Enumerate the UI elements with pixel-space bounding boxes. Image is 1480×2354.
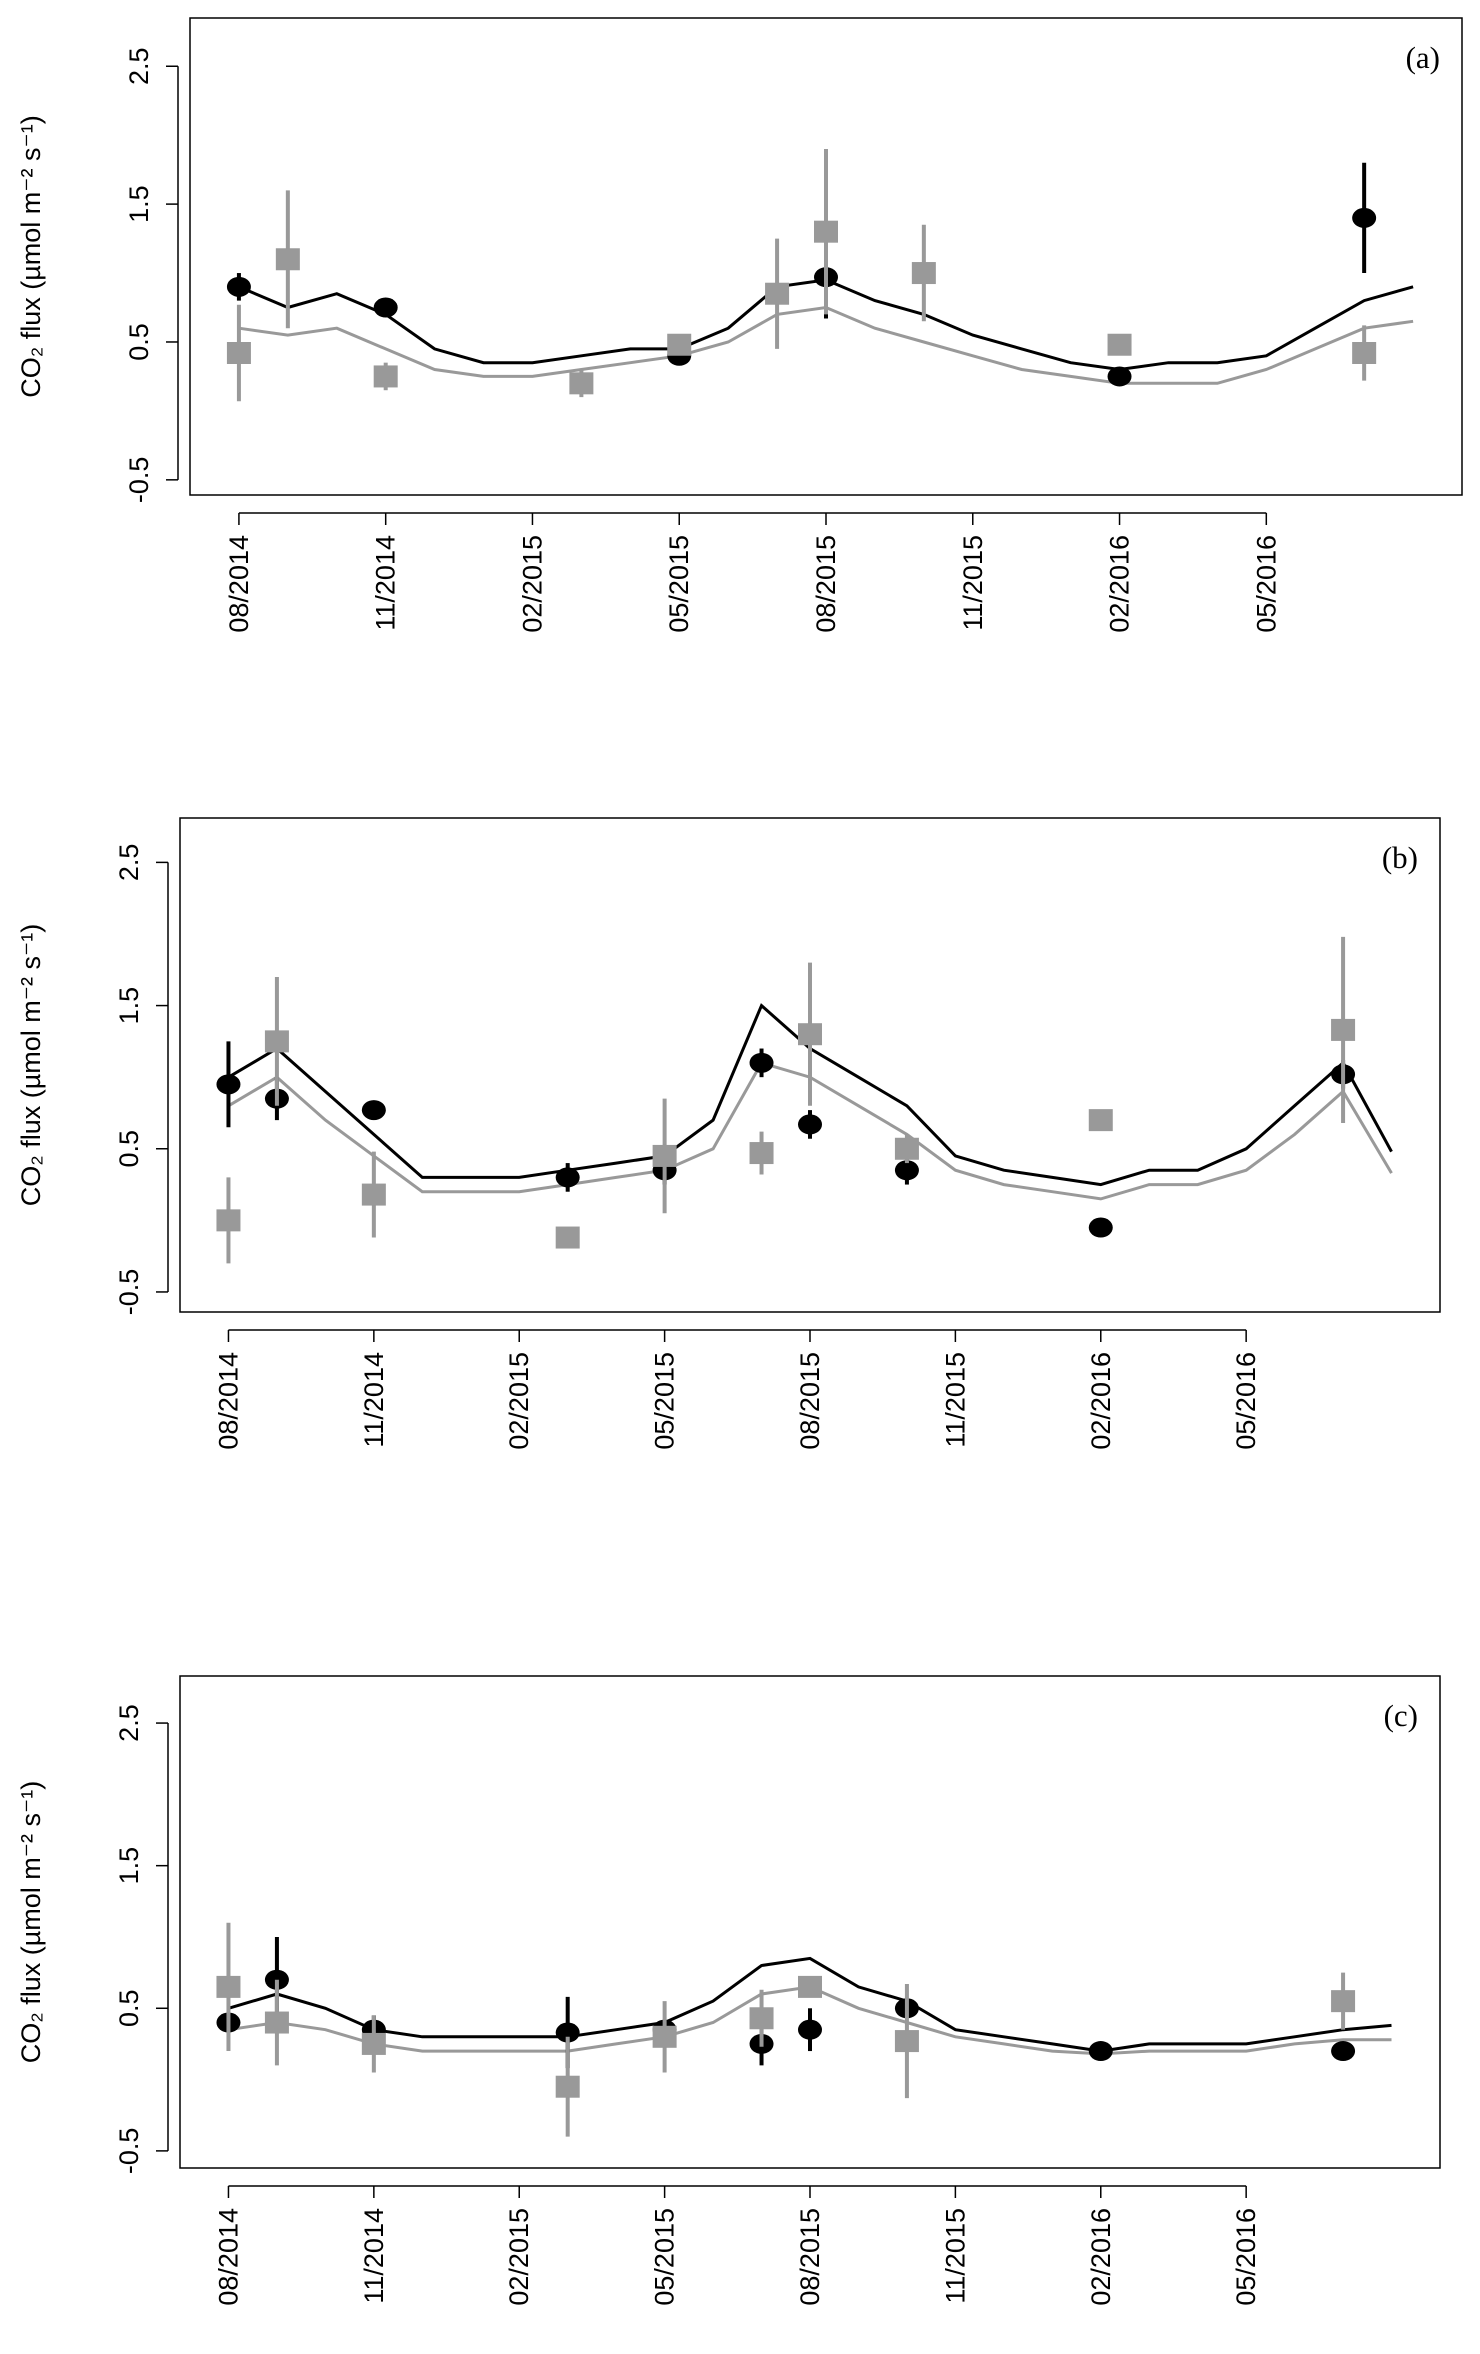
measurement-square [911, 262, 936, 285]
measurement-circle [1107, 366, 1132, 387]
x-tick-label: 08/2015 [811, 535, 841, 633]
measurement-circle [1088, 1217, 1113, 1238]
measurement-square [749, 1142, 774, 1165]
measurement-square [1107, 333, 1132, 356]
measurement-square [667, 333, 692, 356]
measurement-circle [1352, 207, 1377, 228]
measurement-circle [894, 1160, 919, 1181]
x-tick-label: 08/2014 [213, 1352, 243, 1450]
measurement-square [361, 2032, 386, 2055]
measurement-square [1331, 1018, 1356, 1041]
measurement-circle [555, 1167, 580, 1188]
plot-frame [189, 17, 1463, 496]
measurement-square [798, 1975, 822, 1998]
y-tick-label: -0.5 [114, 1269, 144, 1316]
panel-label: (b) [1382, 840, 1418, 875]
x-tick-label: 08/2015 [795, 1352, 825, 1450]
y-tick-label: 2.5 [114, 844, 144, 882]
measurement-square [765, 282, 790, 305]
measurement-circle [749, 1052, 774, 1073]
y-tick-label: 0.5 [114, 1130, 144, 1168]
x-tick-label: 08/2014 [224, 535, 254, 633]
measurement-circle [216, 1074, 241, 1095]
measurement-square [894, 1137, 919, 1160]
panel-label: (c) [1384, 1698, 1418, 1733]
measurement-square [814, 220, 838, 243]
measurement-circle [361, 1100, 386, 1121]
measurement-circle [373, 297, 398, 318]
y-tick-label: -0.5 [114, 2128, 144, 2175]
measurement-square [1331, 1990, 1356, 2013]
measurement-square [555, 2075, 580, 2098]
measurement-square [652, 2025, 677, 2048]
x-tick-label: 05/2016 [1231, 2208, 1261, 2306]
flux-line [238, 305, 1414, 385]
x-tick-label: 05/2016 [1231, 1352, 1261, 1450]
measurement-square [275, 248, 300, 271]
x-tick-label: 11/2014 [371, 535, 401, 631]
measurement-square [555, 1226, 580, 1249]
x-tick-label: 11/2014 [359, 2208, 389, 2304]
x-tick-label: 11/2015 [940, 1352, 970, 1448]
y-tick-label: 0.5 [124, 323, 154, 361]
measurement-square [569, 372, 594, 395]
measurement-square [1088, 1109, 1113, 1132]
plot-frame [179, 817, 1441, 1313]
y-tick-label: 1.5 [124, 185, 154, 223]
x-tick-label: 05/2016 [1251, 535, 1281, 633]
measurement-square [373, 365, 398, 388]
measurement-circle [555, 2022, 580, 2043]
measurement-circle [226, 276, 251, 297]
y-axis-title: CO₂ flux (µmol m⁻² s⁻¹) [16, 924, 46, 1207]
measurement-circle [1331, 2041, 1356, 2062]
panel-label: (a) [1406, 40, 1440, 75]
measurement-square [798, 1023, 822, 1046]
x-tick-label: 11/2014 [359, 1352, 389, 1448]
x-tick-label: 11/2015 [958, 535, 988, 631]
measurement-square [264, 2011, 289, 2034]
y-axis-title: CO₂ flux (µmol m⁻² s⁻¹) [16, 1781, 46, 2064]
y-tick-label: 2.5 [114, 1704, 144, 1742]
x-tick-label: 02/2016 [1086, 1352, 1116, 1450]
measurement-square [264, 1030, 289, 1053]
y-tick-label: -0.5 [124, 457, 154, 504]
x-tick-label: 11/2015 [940, 2208, 970, 2304]
measurement-square [216, 1209, 241, 1232]
measurement-square [894, 2030, 919, 2053]
x-tick-label: 02/2015 [504, 2208, 534, 2306]
x-tick-label: 02/2015 [504, 1352, 534, 1450]
measurement-circle [798, 1114, 822, 1135]
y-tick-label: 0.5 [114, 1990, 144, 2028]
y-tick-label: 1.5 [114, 1847, 144, 1885]
x-tick-label: 08/2015 [795, 2208, 825, 2306]
x-tick-label: 05/2015 [650, 1352, 680, 1450]
x-tick-label: 08/2014 [213, 2208, 243, 2306]
y-tick-label: 2.5 [124, 47, 154, 85]
flux-line [228, 1956, 1392, 2053]
measurement-square [216, 1975, 241, 1998]
y-axis-title: CO₂ flux (µmol m⁻² s⁻¹) [16, 115, 46, 398]
x-tick-label: 05/2015 [650, 2208, 680, 2306]
x-tick-label: 02/2015 [517, 535, 547, 633]
measurement-circle [798, 2019, 822, 2040]
measurement-square [226, 342, 251, 365]
measurement-square [749, 2007, 774, 2030]
plot-frame [179, 1675, 1441, 2169]
x-tick-label: 02/2016 [1086, 2208, 1116, 2306]
measurement-square [652, 1144, 677, 1167]
x-tick-label: 02/2016 [1105, 535, 1135, 633]
measurement-square [1352, 342, 1377, 365]
measurement-circle [1088, 2041, 1113, 2062]
x-tick-label: 05/2015 [664, 535, 694, 633]
y-tick-label: 1.5 [114, 987, 144, 1025]
measurement-square [361, 1183, 386, 1206]
